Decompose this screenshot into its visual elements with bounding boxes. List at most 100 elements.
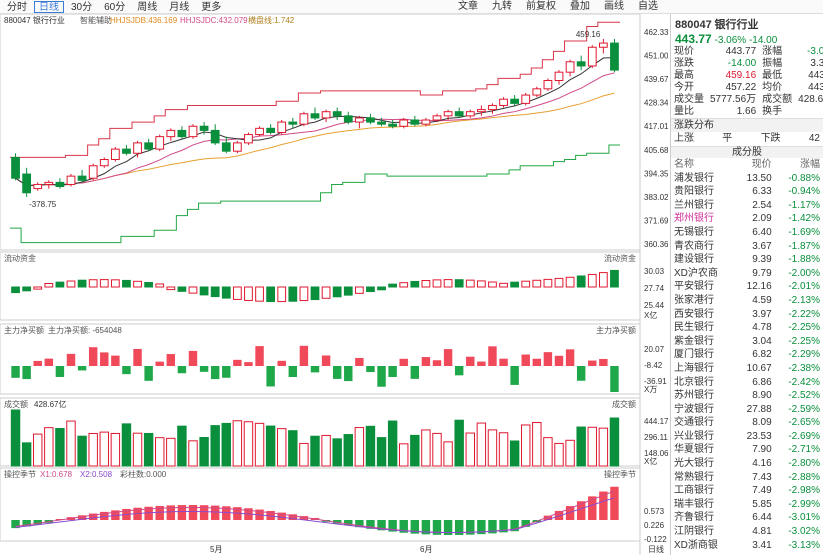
volume-bar [299, 442, 309, 467]
stock-row[interactable]: XD浙商银 3.41 -3.13% [671, 539, 823, 553]
flow-bar [377, 286, 386, 291]
netbuy-bar [188, 350, 198, 366]
distribution-item: 上涨 [674, 133, 694, 144]
stock-name: 无锡银行 [674, 226, 714, 238]
stock-row[interactable]: 紫金银行 3.04 -2.25% [671, 335, 823, 349]
netbuy-bar [332, 366, 342, 379]
lower-band-line [10, 144, 620, 244]
tab-6[interactable]: 更多 [201, 1, 222, 13]
stock-row[interactable]: 西安银行 3.97 -2.22% [671, 308, 823, 322]
season-y-tick: -0.122 [644, 535, 667, 544]
x-label-may: 5月 [210, 545, 222, 554]
flow-bar [77, 279, 87, 288]
stock-row[interactable]: 兰州银行 2.54 -1.17% [671, 199, 823, 213]
volume-bar [587, 426, 597, 467]
stock-price: 8.90 [752, 390, 772, 402]
quote-cell: 成交量 [674, 94, 704, 105]
netbuy-bar [521, 354, 530, 366]
list-header-cell[interactable]: 现价 [751, 159, 772, 170]
stock-row[interactable]: 瑞丰银行 5.85 -2.99% [671, 498, 823, 512]
stock-change: -2.25% [788, 335, 820, 347]
volume-bar [565, 439, 575, 467]
tab-1[interactable]: 日线 [34, 0, 64, 13]
flow-bar [99, 279, 109, 288]
stock-row[interactable]: 北京银行 6.86 -2.42% [671, 376, 823, 390]
flow-bar [144, 282, 154, 288]
toolbar-button-2[interactable]: 前复权 [526, 1, 556, 12]
stock-row[interactable]: 齐鲁银行 6.44 -3.01% [671, 511, 823, 525]
stock-change: -2.25% [788, 322, 820, 334]
quote-cell: 428.67亿 [798, 94, 823, 105]
stock-row[interactable]: 建设银行 9.39 -1.88% [671, 253, 823, 267]
stock-row[interactable]: 郑州银行 2.09 -1.42% [671, 212, 823, 226]
flow-bar [266, 286, 276, 303]
candle-body [55, 181, 65, 188]
stock-row[interactable]: 厦门银行 6.82 -2.29% [671, 348, 823, 362]
tab-2[interactable]: 30分 [71, 1, 93, 13]
toolbar-button-4[interactable]: 画线 [604, 1, 624, 12]
candle-body [155, 136, 165, 150]
netbuy-bar [155, 361, 164, 366]
main-y-tick: 417.01 [644, 122, 668, 131]
ma20-line [15, 92, 615, 187]
candle-body [122, 148, 131, 154]
flow-label: 流动资金 [4, 253, 36, 263]
candle-body [366, 117, 375, 123]
stock-row[interactable]: 宁波银行 27.88 -2.59% [671, 403, 823, 417]
stock-row[interactable]: 无锡银行 6.40 -1.69% [671, 226, 823, 240]
stock-row[interactable]: 青农商行 3.67 -1.87% [671, 240, 823, 254]
netbuy-bar [432, 360, 442, 366]
stock-row[interactable]: 光大银行 4.16 -2.80% [671, 457, 823, 471]
stock-row[interactable]: XD沪农商 9.79 -2.00% [671, 267, 823, 281]
toolbar-button-5[interactable]: 自选 [638, 1, 658, 12]
volume-bar [210, 425, 220, 467]
stock-row[interactable]: 浦发银行 13.50 -0.88% [671, 172, 823, 186]
volume-bar [277, 428, 287, 467]
tab-4[interactable]: 周线 [137, 1, 158, 13]
flow-bar [110, 279, 120, 288]
toolbar-button-0[interactable]: 文章 [458, 1, 478, 12]
stock-price: 9.39 [752, 254, 772, 266]
stock-row[interactable]: 平安银行 12.16 -2.01% [671, 280, 823, 294]
stock-row[interactable]: 民生银行 4.78 -2.25% [671, 321, 823, 335]
list-header-cell[interactable]: 名称 [674, 159, 694, 170]
stock-row[interactable]: 常熟银行 7.43 -2.88% [671, 471, 823, 485]
netbuy-bar [377, 366, 386, 387]
toolbar-button-1[interactable]: 九转 [492, 1, 512, 12]
stock-row[interactable]: 张家港行 4.59 -2.13% [671, 294, 823, 308]
flow-bar [321, 286, 331, 299]
netbuy-bar [166, 354, 176, 366]
volume-bar [155, 437, 165, 467]
tab-3[interactable]: 60分 [104, 1, 126, 13]
stock-row[interactable]: 苏州银行 8.90 -2.52% [671, 389, 823, 403]
stock-row[interactable]: 工商银行 7.49 -2.98% [671, 484, 823, 498]
stock-name: 浦发银行 [674, 172, 714, 184]
volume-right-label: 成交额 [612, 399, 636, 409]
stock-price: 3.67 [752, 240, 772, 252]
flow-y-tick: 25.44 [644, 301, 665, 310]
stock-row[interactable]: 贵阳银行 6.33 -0.94% [671, 185, 823, 199]
stock-row[interactable]: 上海银行 10.67 -2.38% [671, 362, 823, 376]
candle-body [410, 119, 420, 125]
stock-row[interactable]: 江阴银行 4.81 -3.02% [671, 525, 823, 539]
stock-change: -2.99% [788, 498, 820, 510]
flow-bar [44, 283, 54, 288]
stock-row[interactable]: 华夏银行 7.90 -2.71% [671, 443, 823, 457]
list-header-cell[interactable]: 涨幅 [800, 159, 820, 170]
stock-row[interactable]: 兴业银行 23.53 -2.69% [671, 430, 823, 444]
chart-area[interactable]: 880047 银行行业 智能辅助 HHJSJDB:436.169 HHJSJDC:43… [0, 13, 669, 555]
tab-5[interactable]: 月线 [169, 1, 190, 13]
candle-body [521, 94, 531, 104]
main-y-tick: 383.02 [644, 193, 668, 202]
volume-bar [498, 432, 509, 467]
stock-row[interactable]: 交通银行 8.09 -2.65% [671, 416, 823, 430]
volume-unit: X亿 [644, 456, 657, 466]
tab-0[interactable]: 分时 [7, 1, 27, 13]
candle-body [332, 111, 342, 117]
flow-bar [432, 279, 442, 288]
candle-body [454, 111, 464, 117]
volume-y-tick: 296.11 [644, 433, 668, 442]
toolbar-button-3[interactable]: 叠加 [570, 1, 590, 12]
